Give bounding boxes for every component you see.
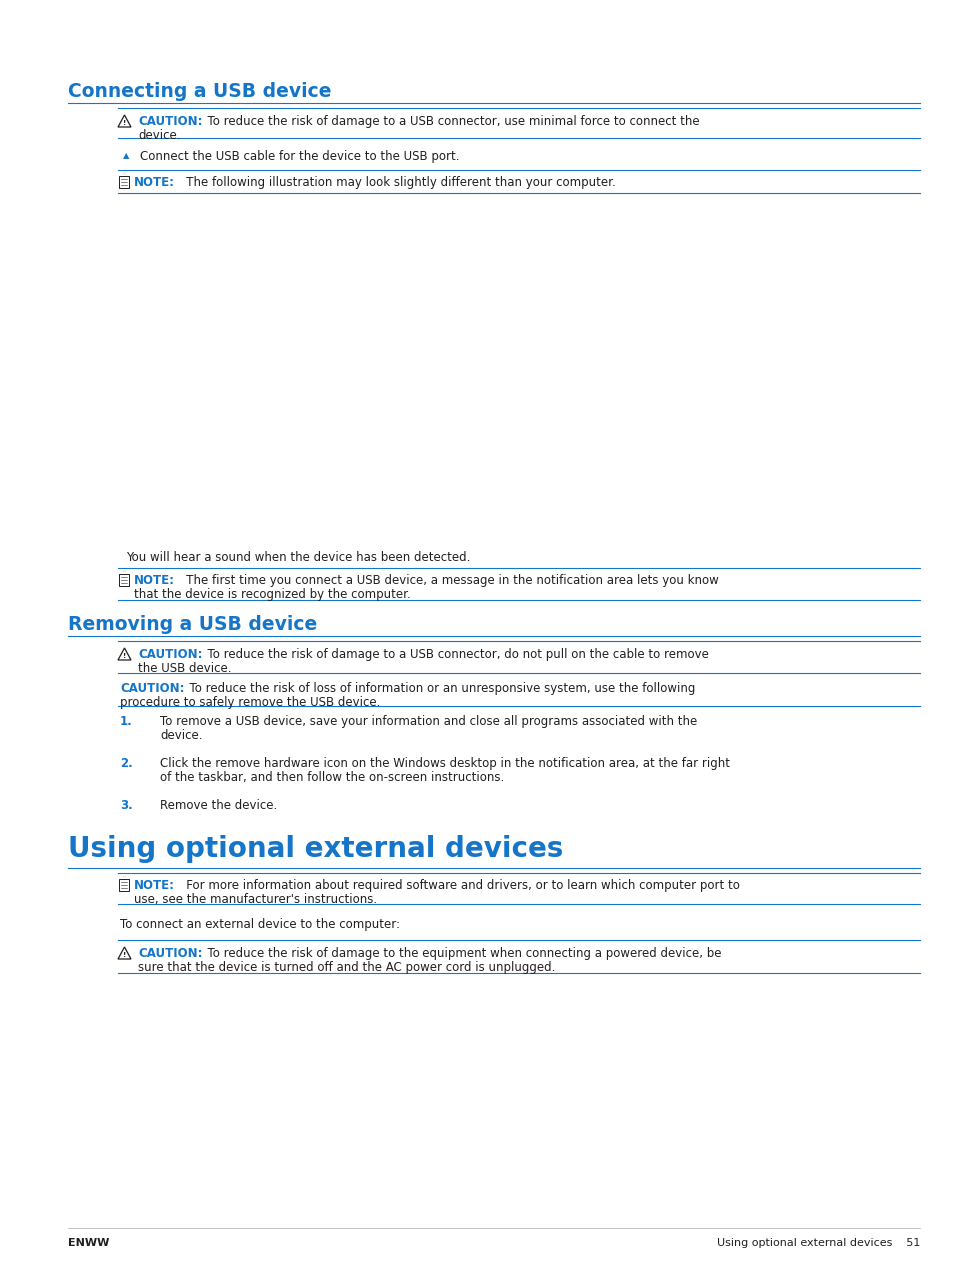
Text: 2.: 2. [120,757,132,770]
Text: device.: device. [138,130,180,142]
Text: CAUTION:: CAUTION: [120,682,184,695]
Text: To connect an external device to the computer:: To connect an external device to the com… [120,918,399,931]
Text: For more information about required software and drivers, or to learn which comp: For more information about required soft… [174,879,740,892]
Text: ...: ... [122,874,126,878]
Text: Removing a USB device: Removing a USB device [68,615,317,634]
Text: ENWW: ENWW [68,1238,110,1248]
Text: NOTE:: NOTE: [133,574,174,587]
Text: Connecting a USB device: Connecting a USB device [68,83,331,102]
Text: sure that the device is turned off and the AC power cord is unplugged.: sure that the device is turned off and t… [138,961,555,974]
Text: ...: ... [122,171,126,175]
Text: Click the remove hardware icon on the Windows desktop in the notification area, : Click the remove hardware icon on the Wi… [160,757,729,770]
Text: use, see the manufacturer's instructions.: use, see the manufacturer's instructions… [133,893,376,906]
Text: !: ! [123,952,126,958]
Text: To reduce the risk of damage to the equipment when connecting a powered device, : To reduce the risk of damage to the equi… [200,947,720,960]
Text: CAUTION:: CAUTION: [138,947,202,960]
Text: of the taskbar, and then follow the on-screen instructions.: of the taskbar, and then follow the on-s… [160,771,504,784]
Text: You will hear a sound when the device has been detected.: You will hear a sound when the device ha… [126,551,470,564]
Text: The following illustration may look slightly different than your computer.: The following illustration may look slig… [174,177,615,189]
Text: ▲: ▲ [123,151,129,160]
Text: Connect the USB cable for the device to the USB port.: Connect the USB cable for the device to … [140,150,459,163]
Text: that the device is recognized by the computer.: that the device is recognized by the com… [133,588,411,601]
Text: To reduce the risk of loss of information or an unresponsive system, use the fol: To reduce the risk of loss of informatio… [182,682,695,695]
Text: procedure to safely remove the USB device.: procedure to safely remove the USB devic… [120,696,380,709]
Text: The first time you connect a USB device, a message in the notification area lets: The first time you connect a USB device,… [174,574,718,587]
Text: Using optional external devices    51: Using optional external devices 51 [716,1238,919,1248]
Text: the USB device.: the USB device. [138,662,232,674]
Text: ...: ... [122,569,126,573]
FancyBboxPatch shape [119,177,129,188]
Text: CAUTION:: CAUTION: [138,648,202,660]
FancyBboxPatch shape [119,879,129,892]
Text: CAUTION:: CAUTION: [138,116,202,128]
Text: To reduce the risk of damage to a USB connector, do not pull on the cable to rem: To reduce the risk of damage to a USB co… [200,648,708,660]
FancyBboxPatch shape [119,574,129,585]
Text: !: ! [123,653,126,659]
Text: 3.: 3. [120,799,132,812]
Text: To reduce the risk of damage to a USB connector, use minimal force to connect th: To reduce the risk of damage to a USB co… [200,116,699,128]
Text: device.: device. [160,729,202,742]
Text: NOTE:: NOTE: [133,879,174,892]
Text: To remove a USB device, save your information and close all programs associated : To remove a USB device, save your inform… [160,715,697,728]
Text: 1.: 1. [120,715,132,728]
Text: !: ! [123,121,126,126]
Text: NOTE:: NOTE: [133,177,174,189]
Text: Using optional external devices: Using optional external devices [68,834,563,864]
Text: Remove the device.: Remove the device. [160,799,277,812]
